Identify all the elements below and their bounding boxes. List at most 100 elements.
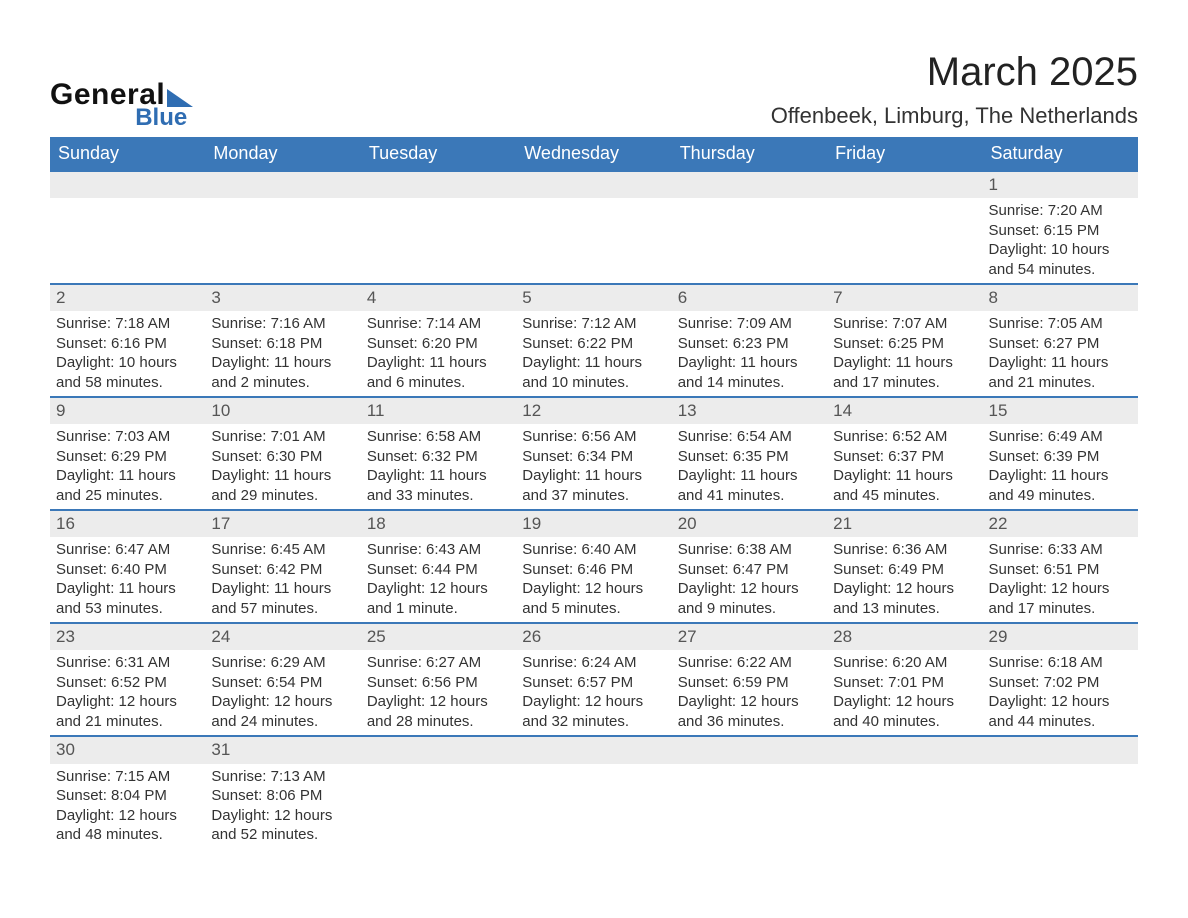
sunset-text: Sunset: 6:16 PM: [56, 334, 199, 354]
empty-day-details: [205, 198, 360, 284]
sunset-text: Sunset: 6:18 PM: [211, 334, 354, 354]
sunrise-text: Sunrise: 6:54 AM: [678, 427, 821, 447]
sunrise-text: Sunrise: 7:12 AM: [522, 314, 665, 334]
day-number: 21: [827, 510, 982, 537]
sunrise-text: Sunrise: 6:31 AM: [56, 653, 199, 673]
day-details: Sunrise: 7:01 AMSunset: 6:30 PMDaylight:…: [205, 424, 360, 510]
sunset-text: Sunset: 6:52 PM: [56, 673, 199, 693]
day-number: 9: [50, 397, 205, 424]
week-daynum-row: 1: [50, 171, 1138, 198]
sunset-text: Sunset: 7:02 PM: [989, 673, 1132, 693]
sunset-text: Sunset: 6:44 PM: [367, 560, 510, 580]
day-number: 20: [672, 510, 827, 537]
day-details: Sunrise: 6:29 AMSunset: 6:54 PMDaylight:…: [205, 650, 360, 736]
col-sunday: Sunday: [50, 137, 205, 171]
sunset-text: Sunset: 6:22 PM: [522, 334, 665, 354]
sunrise-text: Sunrise: 6:47 AM: [56, 540, 199, 560]
sunrise-text: Sunrise: 7:05 AM: [989, 314, 1132, 334]
daylight-text: Daylight: 10 hours and 58 minutes.: [56, 353, 199, 392]
sunset-text: Sunset: 6:35 PM: [678, 447, 821, 467]
day-details: Sunrise: 6:38 AMSunset: 6:47 PMDaylight:…: [672, 537, 827, 623]
sunset-text: Sunset: 6:49 PM: [833, 560, 976, 580]
sunset-text: Sunset: 6:47 PM: [678, 560, 821, 580]
day-details: Sunrise: 7:20 AMSunset: 6:15 PMDaylight:…: [983, 198, 1138, 284]
sunset-text: Sunset: 6:39 PM: [989, 447, 1132, 467]
day-details: Sunrise: 6:20 AMSunset: 7:01 PMDaylight:…: [827, 650, 982, 736]
sunrise-text: Sunrise: 7:03 AM: [56, 427, 199, 447]
empty-day-details: [672, 198, 827, 284]
daylight-text: Daylight: 11 hours and 29 minutes.: [211, 466, 354, 505]
day-number: 3: [205, 284, 360, 311]
day-details: Sunrise: 6:45 AMSunset: 6:42 PMDaylight:…: [205, 537, 360, 623]
day-details: Sunrise: 6:49 AMSunset: 6:39 PMDaylight:…: [983, 424, 1138, 510]
day-number: 23: [50, 623, 205, 650]
daylight-text: Daylight: 12 hours and 17 minutes.: [989, 579, 1132, 618]
daylight-text: Daylight: 12 hours and 1 minute.: [367, 579, 510, 618]
empty-day-number: [516, 736, 671, 763]
weekday-header-row: Sunday Monday Tuesday Wednesday Thursday…: [50, 137, 1138, 171]
day-details: Sunrise: 6:56 AMSunset: 6:34 PMDaylight:…: [516, 424, 671, 510]
empty-day-details: [827, 198, 982, 284]
col-thursday: Thursday: [672, 137, 827, 171]
day-number: 28: [827, 623, 982, 650]
day-number: 14: [827, 397, 982, 424]
empty-day-details: [361, 764, 516, 849]
sunrise-text: Sunrise: 6:52 AM: [833, 427, 976, 447]
daylight-text: Daylight: 10 hours and 54 minutes.: [989, 240, 1132, 279]
daylight-text: Daylight: 11 hours and 53 minutes.: [56, 579, 199, 618]
day-number: 18: [361, 510, 516, 537]
daylight-text: Daylight: 11 hours and 45 minutes.: [833, 466, 976, 505]
sunrise-text: Sunrise: 6:22 AM: [678, 653, 821, 673]
day-number: 29: [983, 623, 1138, 650]
sunset-text: Sunset: 6:54 PM: [211, 673, 354, 693]
day-number: 8: [983, 284, 1138, 311]
daylight-text: Daylight: 11 hours and 2 minutes.: [211, 353, 354, 392]
day-details: Sunrise: 6:58 AMSunset: 6:32 PMDaylight:…: [361, 424, 516, 510]
sunset-text: Sunset: 6:42 PM: [211, 560, 354, 580]
sunset-text: Sunset: 6:34 PM: [522, 447, 665, 467]
daylight-text: Daylight: 12 hours and 13 minutes.: [833, 579, 976, 618]
week-daynum-row: 9101112131415: [50, 397, 1138, 424]
sunset-text: Sunset: 6:30 PM: [211, 447, 354, 467]
sunrise-text: Sunrise: 6:56 AM: [522, 427, 665, 447]
day-details: Sunrise: 6:27 AMSunset: 6:56 PMDaylight:…: [361, 650, 516, 736]
day-details: Sunrise: 6:36 AMSunset: 6:49 PMDaylight:…: [827, 537, 982, 623]
sunrise-text: Sunrise: 6:18 AM: [989, 653, 1132, 673]
sunrise-text: Sunrise: 7:13 AM: [211, 767, 354, 787]
sunset-text: Sunset: 6:27 PM: [989, 334, 1132, 354]
page-title: March 2025: [771, 50, 1138, 95]
day-details: Sunrise: 7:03 AMSunset: 6:29 PMDaylight:…: [50, 424, 205, 510]
daylight-text: Daylight: 11 hours and 57 minutes.: [211, 579, 354, 618]
empty-day-number: [205, 171, 360, 198]
week-daynum-row: 23242526272829: [50, 623, 1138, 650]
day-number: 16: [50, 510, 205, 537]
day-details: Sunrise: 6:52 AMSunset: 6:37 PMDaylight:…: [827, 424, 982, 510]
sunrise-text: Sunrise: 7:09 AM: [678, 314, 821, 334]
day-number: 19: [516, 510, 671, 537]
logo-word-blue: Blue: [135, 106, 193, 130]
daylight-text: Daylight: 11 hours and 21 minutes.: [989, 353, 1132, 392]
sunset-text: Sunset: 6:23 PM: [678, 334, 821, 354]
day-number: 22: [983, 510, 1138, 537]
day-number: 26: [516, 623, 671, 650]
sunset-text: Sunset: 6:20 PM: [367, 334, 510, 354]
daylight-text: Daylight: 11 hours and 41 minutes.: [678, 466, 821, 505]
day-number: 5: [516, 284, 671, 311]
day-number: 27: [672, 623, 827, 650]
col-monday: Monday: [205, 137, 360, 171]
day-details: Sunrise: 6:18 AMSunset: 7:02 PMDaylight:…: [983, 650, 1138, 736]
sunset-text: Sunset: 6:29 PM: [56, 447, 199, 467]
empty-day-number: [983, 736, 1138, 763]
sunset-text: Sunset: 7:01 PM: [833, 673, 976, 693]
week-detail-row: Sunrise: 6:31 AMSunset: 6:52 PMDaylight:…: [50, 650, 1138, 736]
day-number: 13: [672, 397, 827, 424]
daylight-text: Daylight: 11 hours and 17 minutes.: [833, 353, 976, 392]
sunrise-text: Sunrise: 6:43 AM: [367, 540, 510, 560]
day-details: Sunrise: 6:40 AMSunset: 6:46 PMDaylight:…: [516, 537, 671, 623]
day-details: Sunrise: 7:09 AMSunset: 6:23 PMDaylight:…: [672, 311, 827, 397]
empty-day-details: [361, 198, 516, 284]
week-detail-row: Sunrise: 7:20 AMSunset: 6:15 PMDaylight:…: [50, 198, 1138, 284]
sunrise-text: Sunrise: 7:18 AM: [56, 314, 199, 334]
sunset-text: Sunset: 6:15 PM: [989, 221, 1132, 241]
empty-day-details: [827, 764, 982, 849]
